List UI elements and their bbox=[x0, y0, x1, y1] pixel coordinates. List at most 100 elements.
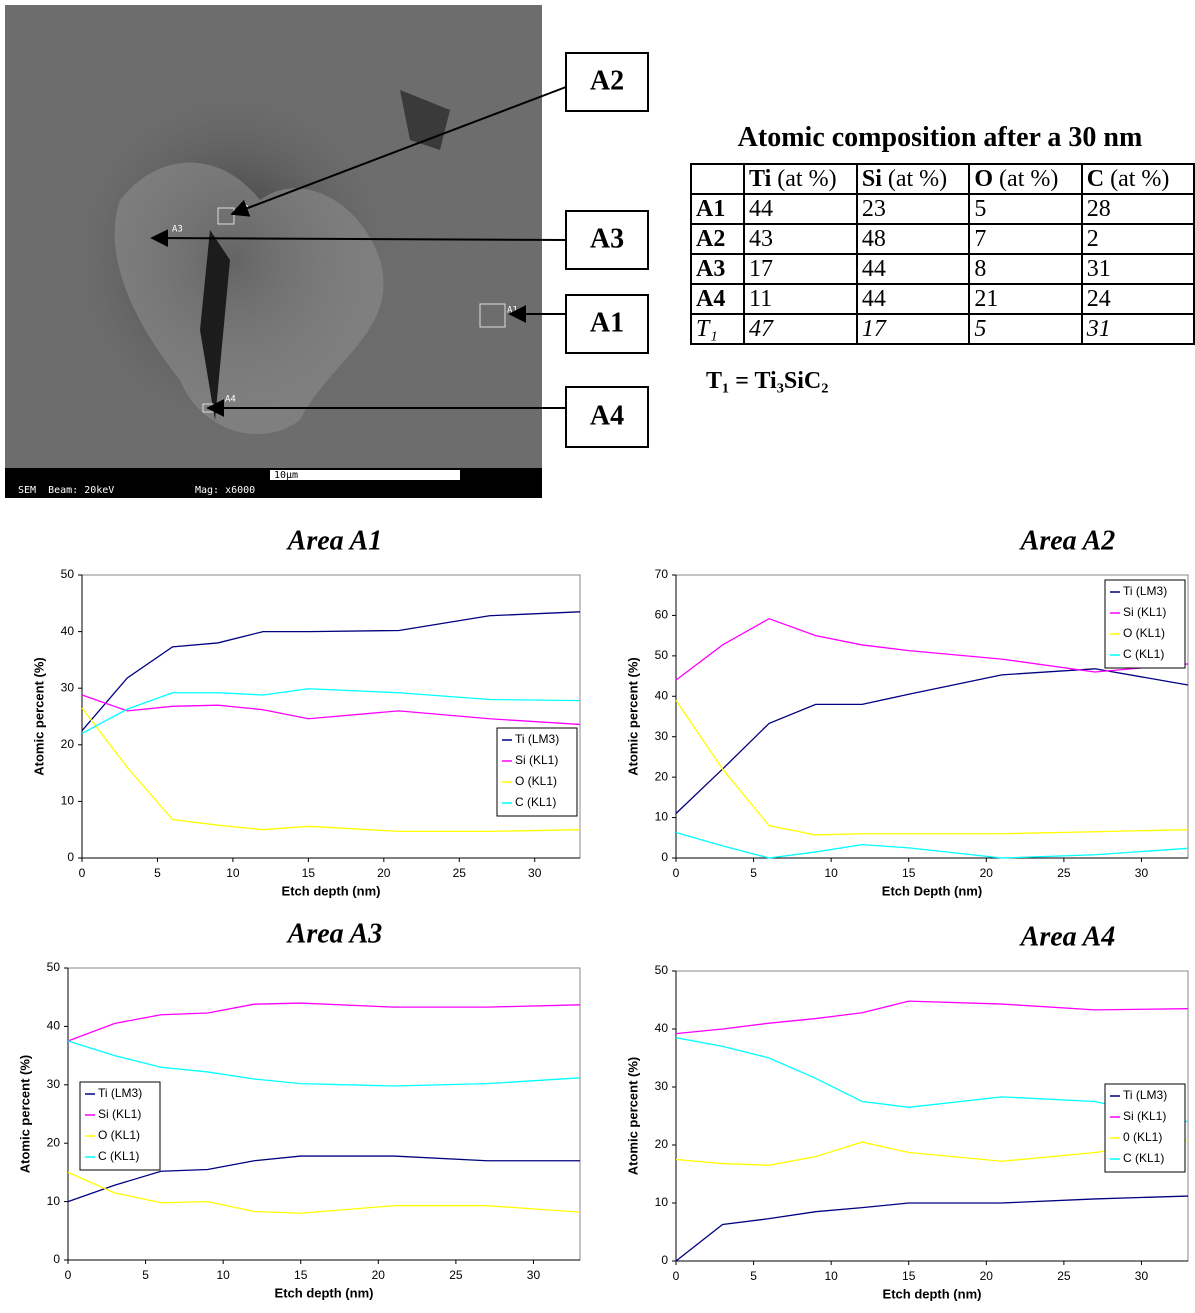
x-tick-label: 25 bbox=[1057, 1269, 1071, 1283]
series-line bbox=[675, 699, 1189, 836]
arrow bbox=[150, 229, 567, 248]
series-line bbox=[675, 1139, 1189, 1166]
series-line bbox=[81, 694, 581, 726]
cell: 5 bbox=[968, 193, 1083, 225]
legend: Ti (LM3) Si (KL1) O (KL1) C (KL1) bbox=[79, 1081, 161, 1171]
cell: 5 bbox=[968, 313, 1083, 345]
cell: 28 bbox=[1080, 193, 1195, 225]
header-element: O bbox=[974, 166, 994, 192]
cell: 17 bbox=[743, 253, 858, 285]
x-tick-label: 5 bbox=[750, 866, 757, 880]
cell: 11 bbox=[743, 283, 858, 315]
cell: 17 bbox=[855, 313, 971, 345]
header-unit: (at %) bbox=[1110, 166, 1170, 192]
series-line bbox=[675, 617, 1189, 681]
x-tick-label: 25 bbox=[453, 866, 467, 880]
legend-label: C (KL1) bbox=[515, 795, 556, 809]
y-tick-label: 0 bbox=[67, 850, 74, 864]
header-element: C bbox=[1086, 166, 1105, 192]
legend-label: 0 (KL1) bbox=[1123, 1130, 1162, 1144]
info-bar: SEM Beam: 20keV bbox=[18, 485, 114, 496]
legend: Ti (LM3) Si (KL1) O (KL1) C (KL1) bbox=[1104, 579, 1186, 669]
x-tick-label: 5 bbox=[142, 1268, 149, 1282]
x-tick-label: 10 bbox=[216, 1268, 230, 1282]
x-tick-label: 0 bbox=[673, 866, 680, 880]
x-tick-label: 10 bbox=[824, 866, 838, 880]
legend-label: Ti (LM3) bbox=[1123, 584, 1167, 598]
legend-label: Si (KL1) bbox=[515, 753, 558, 767]
line-chart: Area A1 0 10 20 30 40 50 0 5 10 15 20 25 30 Etch depth… bbox=[31, 525, 581, 898]
callout-box bbox=[565, 52, 649, 112]
x-tick-label: 15 bbox=[302, 866, 316, 880]
line-chart: Area A3 0 10 20 30 40 50 0 5 10 15 20 25 30 Etch depth… bbox=[17, 918, 581, 1300]
cell: 31 bbox=[1080, 313, 1195, 345]
cell: 44 bbox=[855, 283, 971, 315]
y-tick-label: 0 bbox=[53, 1252, 60, 1266]
legend-label: Si (KL1) bbox=[98, 1107, 141, 1121]
header-element: Ti bbox=[749, 166, 772, 192]
x-tick-label: 25 bbox=[1057, 866, 1071, 880]
legend-label: Ti (LM3) bbox=[1123, 1088, 1167, 1102]
header-unit: (at %) bbox=[777, 166, 837, 192]
y-tick-label: 50 bbox=[61, 567, 75, 581]
legend-label: C (KL1) bbox=[98, 1149, 139, 1163]
y-tick-label: 20 bbox=[655, 769, 669, 783]
chart-title: Area A4 bbox=[1019, 921, 1116, 952]
callout-label: A3 bbox=[590, 223, 624, 254]
series-line bbox=[675, 668, 1189, 814]
x-tick-label: 15 bbox=[902, 866, 916, 880]
x-tick-label: 0 bbox=[65, 1268, 72, 1282]
series-line bbox=[67, 1002, 581, 1042]
callout-label: A2 bbox=[590, 65, 624, 96]
table-row: A3 17 44 8 31 bbox=[689, 253, 1195, 285]
legend-box bbox=[79, 1081, 161, 1171]
x-tick-label: 30 bbox=[528, 866, 542, 880]
y-tick-label: 10 bbox=[47, 1194, 61, 1208]
chart-title: Area A2 bbox=[1019, 525, 1116, 556]
legend-label: O (KL1) bbox=[515, 774, 557, 788]
series-line bbox=[675, 831, 1189, 859]
x-tick-label: 5 bbox=[154, 866, 161, 880]
legend-box bbox=[1104, 579, 1186, 669]
table-row: A1 44 23 5 28 bbox=[689, 193, 1195, 225]
formula: T₁ = Ti₃SiC₂ bbox=[706, 368, 829, 394]
x-axis-label: Etch depth (nm) bbox=[275, 1285, 374, 1300]
x-tick-label: 20 bbox=[377, 866, 391, 880]
legend-label: C (KL1) bbox=[1123, 647, 1164, 661]
y-tick-label: 40 bbox=[47, 1019, 61, 1033]
callout-label: A4 bbox=[590, 400, 624, 431]
callout-box bbox=[565, 210, 649, 270]
header-unit: (at %) bbox=[887, 166, 948, 192]
x-tick-label: 20 bbox=[372, 1268, 386, 1282]
cell: 2 bbox=[1080, 223, 1195, 255]
x-tick-label: 30 bbox=[1135, 1269, 1149, 1283]
header-unit: (at %) bbox=[999, 166, 1059, 192]
y-tick-label: 60 bbox=[655, 608, 669, 622]
y-tick-label: 30 bbox=[61, 680, 75, 694]
series-line bbox=[675, 1195, 1189, 1262]
x-tick-label: 0 bbox=[673, 1269, 680, 1283]
x-axis-label: Etch Depth (nm) bbox=[882, 883, 982, 898]
y-tick-label: 40 bbox=[655, 688, 669, 702]
series-line bbox=[675, 1037, 1189, 1123]
y-tick-label: 50 bbox=[47, 960, 61, 974]
y-tick-label: 30 bbox=[655, 1079, 669, 1093]
legend-box bbox=[496, 727, 578, 817]
y-tick-label: 50 bbox=[655, 963, 669, 977]
legend-label: Ti (LM3) bbox=[98, 1086, 142, 1100]
cell: 24 bbox=[1080, 283, 1195, 315]
legend-label: C (KL1) bbox=[1123, 1151, 1164, 1165]
line-chart: Area A2 0 10 20 30 40 50 60 70 0 5 10 15 20 25 30 Etch D… bbox=[625, 525, 1189, 898]
x-tick-label: 30 bbox=[1135, 866, 1149, 880]
table-row: A4 11 44 21 24 bbox=[689, 283, 1195, 315]
legend-label: Ti (LM3) bbox=[515, 732, 559, 746]
y-tick-label: 40 bbox=[655, 1021, 669, 1035]
legend-label: O (KL1) bbox=[1123, 626, 1165, 640]
y-tick-label: 20 bbox=[47, 1135, 61, 1149]
x-axis-label: Etch depth (nm) bbox=[282, 883, 381, 898]
y-tick-label: 30 bbox=[655, 729, 669, 743]
callout-label: A1 bbox=[590, 307, 624, 338]
table-row: A2 43 48 7 2 bbox=[689, 223, 1195, 255]
y-axis-label: Atomic percent (%) bbox=[17, 1055, 32, 1173]
cell: 31 bbox=[1080, 253, 1195, 285]
